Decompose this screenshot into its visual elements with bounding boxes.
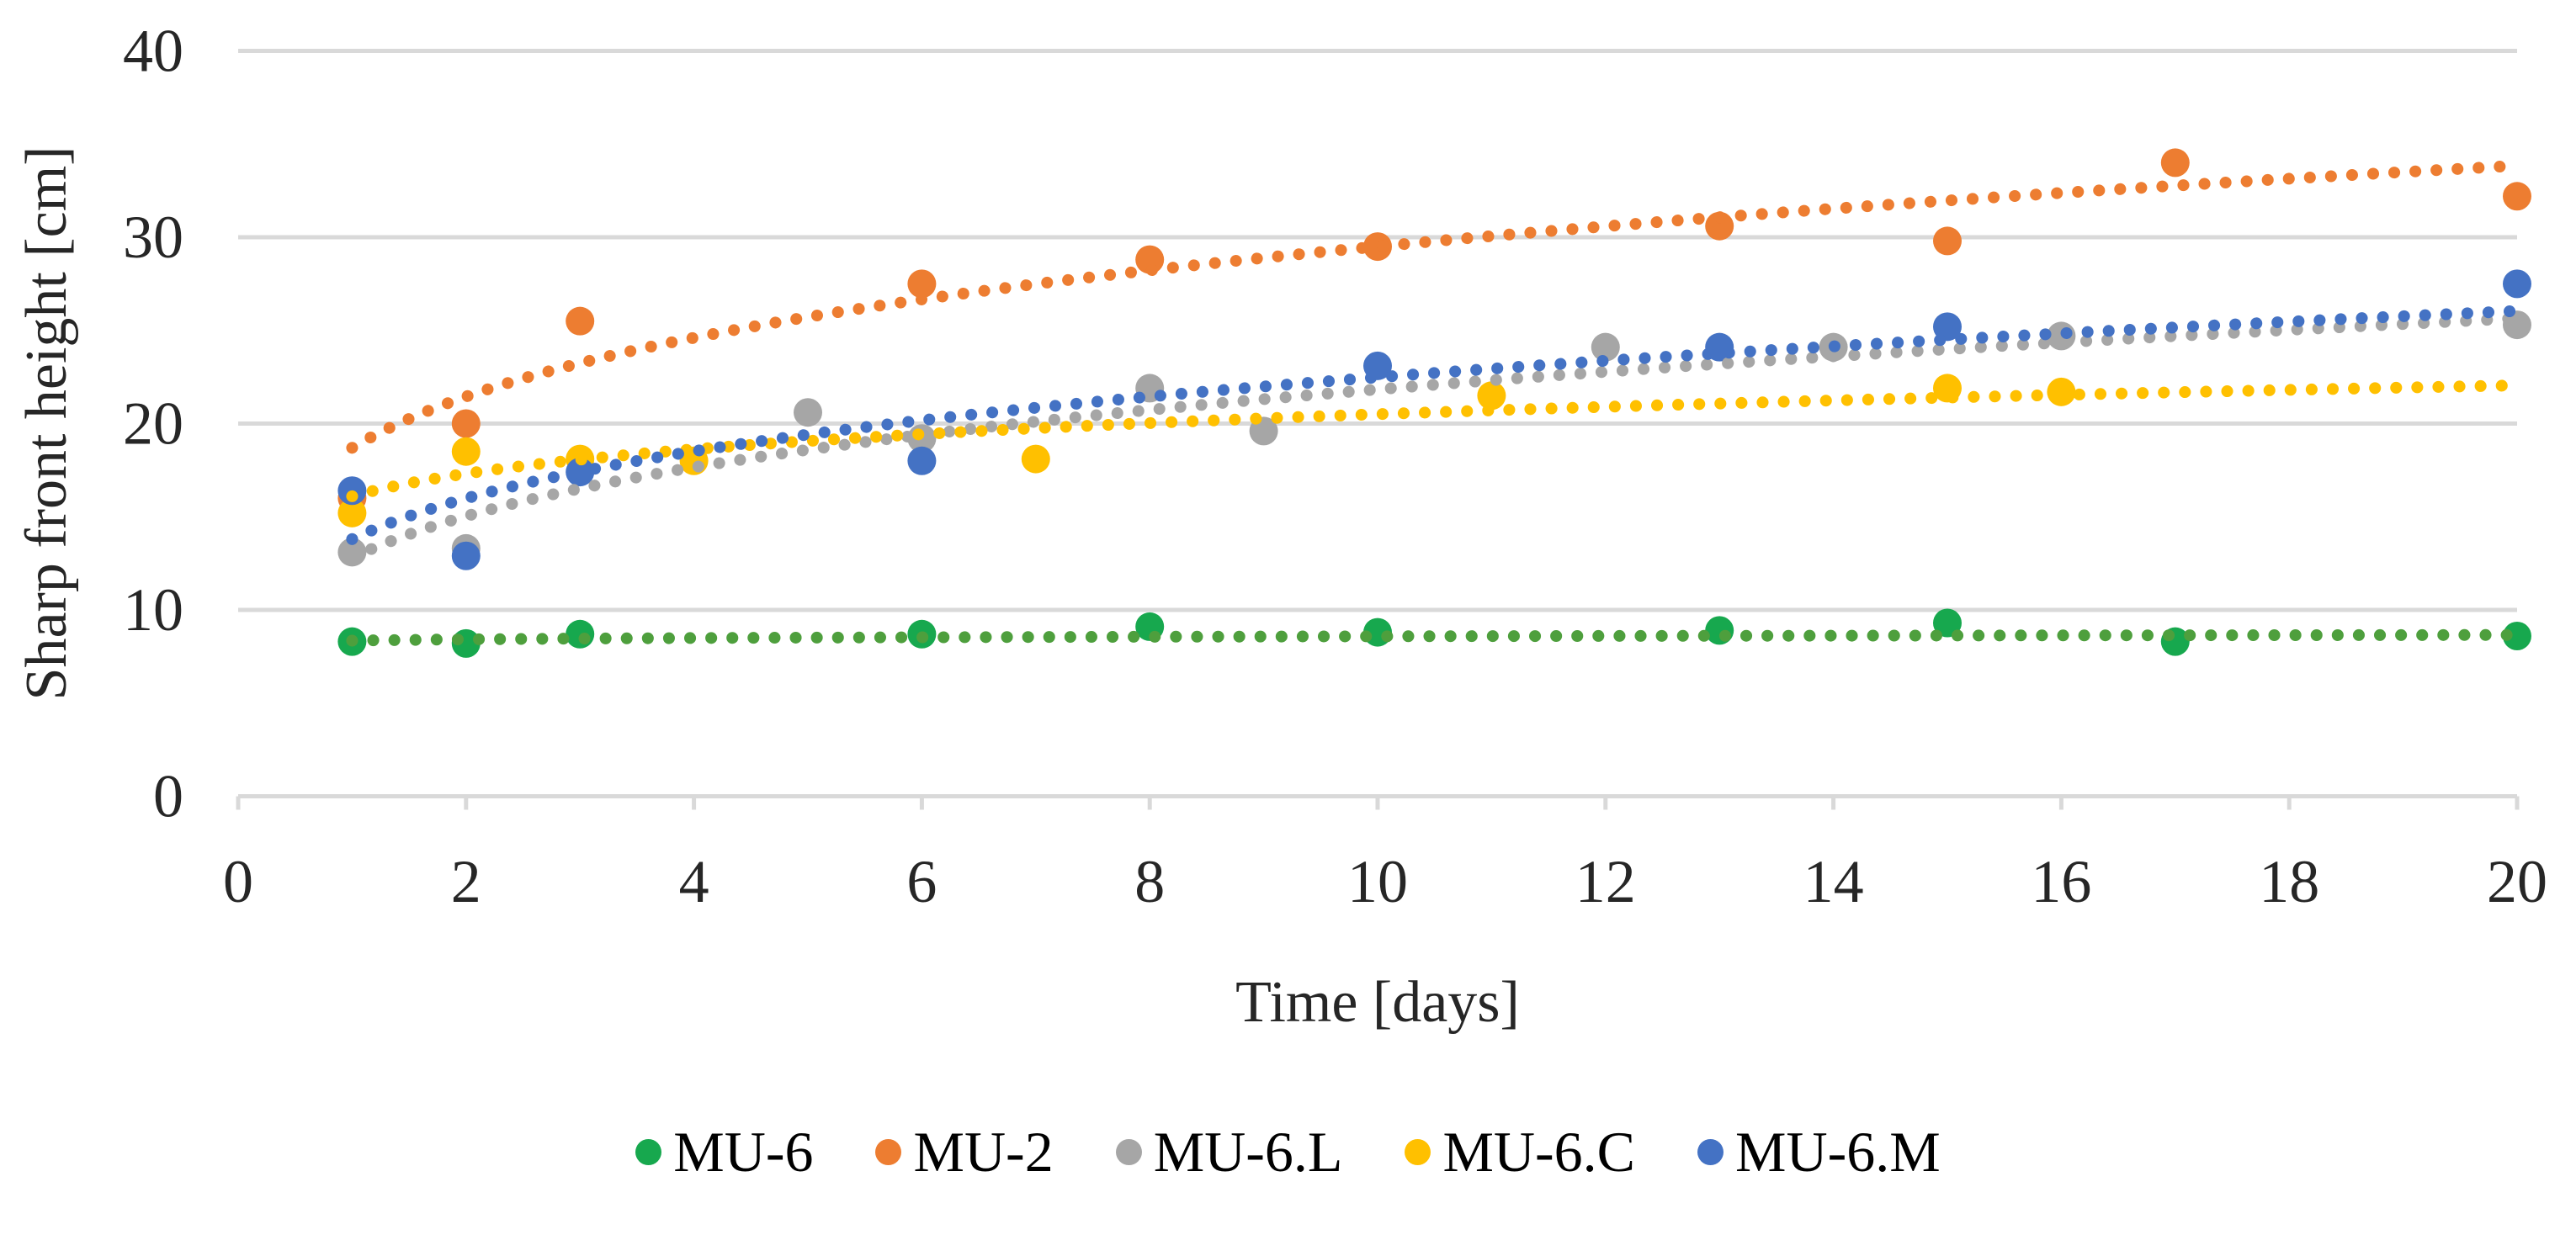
data-point-MU-6.M: [2503, 269, 2531, 299]
trendline-MU-6.L: [346, 312, 2523, 564]
trendline-MU-6: [346, 628, 2523, 647]
y-axis-title: Sharp front height [cm]: [14, 146, 79, 701]
legend-marker-icon: [1405, 1139, 1431, 1165]
data-point-MU-2: [1933, 226, 1962, 256]
legend-item-MU-6: MU-6: [635, 1119, 813, 1185]
data-point-MU-2: [2160, 148, 2190, 178]
legend-marker-icon: [1115, 1139, 1142, 1165]
legend-item-MU-2: MU-2: [875, 1119, 1054, 1185]
data-point-MU-6.M: [451, 541, 481, 570]
trendline-MU-6.M: [346, 305, 2523, 545]
data-point-MU-6.M: [907, 446, 937, 475]
x-tick-label: 12: [1575, 848, 1636, 915]
data-point-MU-6.C: [337, 498, 367, 527]
data-point-MU-6.L: [1591, 332, 1620, 362]
data-point-MU-6: [566, 619, 595, 649]
x-tick-label: 6: [906, 848, 937, 915]
trendline-MU-6.C: [346, 379, 2523, 502]
y-tick-label: 10: [123, 576, 183, 644]
legend-marker-icon: [1697, 1139, 1724, 1165]
x-tick-label: 4: [679, 848, 709, 915]
y-tick-label: 20: [123, 390, 183, 458]
data-point-MU-6: [1705, 616, 1734, 645]
x-tick-label: 16: [2031, 848, 2091, 915]
legend-label: MU-6.C: [1442, 1120, 1636, 1184]
y-tick-label: 30: [123, 204, 183, 271]
data-point-MU-2: [1705, 211, 1734, 241]
data-point-MU-6: [2503, 622, 2531, 651]
legend-item-MU-6.M: MU-6.M: [1697, 1119, 1941, 1185]
trendline-MU-2: [346, 159, 2523, 454]
data-point-MU-2: [907, 269, 937, 299]
data-point-MU-6.L: [794, 398, 822, 427]
legend-item-MU-6.C: MU-6.C: [1405, 1119, 1635, 1185]
x-tick-label: 20: [2487, 848, 2547, 915]
legend-label: MU-2: [913, 1120, 1054, 1184]
x-tick-label: 8: [1134, 848, 1165, 915]
y-tick-label: 0: [153, 763, 183, 830]
data-point-MU-6.M: [1933, 312, 1962, 342]
x-tick-label: 0: [223, 848, 253, 915]
data-point-MU-6.C: [1477, 381, 1506, 411]
legend-label: MU-6.L: [1153, 1120, 1343, 1184]
x-tick-label: 10: [1347, 848, 1408, 915]
x-axis-title: Time [days]: [1235, 970, 1520, 1035]
legend-label: MU-6: [673, 1120, 814, 1184]
data-point-MU-2: [2503, 182, 2531, 211]
legend-label: MU-6.M: [1735, 1120, 1941, 1184]
data-point-MU-2: [451, 409, 481, 438]
legend-marker-icon: [875, 1139, 902, 1165]
data-point-MU-2: [566, 306, 595, 336]
data-point-MU-6: [1933, 608, 1962, 638]
data-point-MU-6.C: [451, 437, 481, 466]
legend-marker-icon: [635, 1139, 662, 1165]
y-tick-label: 40: [123, 18, 183, 85]
legend: MU-6 MU-2 MU-6.L MU-6.C MU-6.M: [0, 1119, 2576, 1185]
x-tick-label: 2: [451, 848, 481, 915]
data-point-MU-6.C: [1021, 444, 1050, 474]
legend-item-MU-6.L: MU-6.L: [1115, 1119, 1343, 1185]
x-tick-label: 18: [2259, 848, 2319, 915]
x-tick-label: 14: [1803, 848, 1864, 915]
